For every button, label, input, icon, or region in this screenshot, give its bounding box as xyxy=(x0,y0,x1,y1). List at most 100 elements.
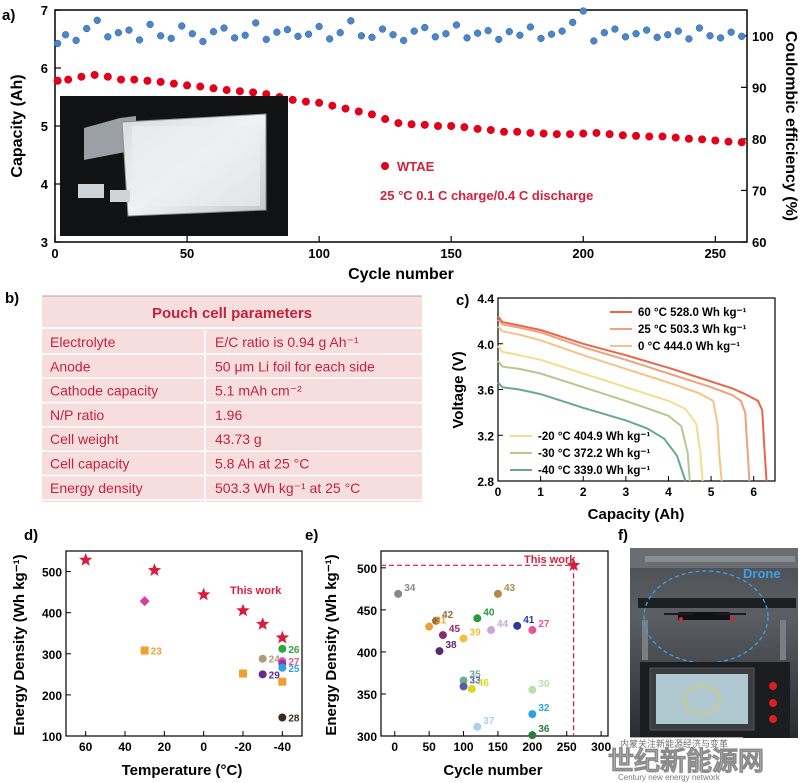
y-tick-label: 500 xyxy=(42,566,62,580)
ce-point xyxy=(642,26,651,34)
panel-d-frame xyxy=(65,550,303,737)
y-tick-label: 3.6 xyxy=(477,384,494,398)
capacity-point xyxy=(53,76,62,85)
literature-point xyxy=(258,654,267,663)
panel-letter-e: e) xyxy=(305,527,318,544)
this-work-star xyxy=(197,587,211,601)
capacity-point xyxy=(539,129,548,138)
ce-point xyxy=(294,32,302,40)
literature-point xyxy=(140,646,149,655)
capacity-point xyxy=(433,122,442,130)
ce-point xyxy=(230,34,239,42)
capacity-point xyxy=(513,127,522,136)
ce-point xyxy=(558,27,566,35)
reference-label: 35 xyxy=(470,670,482,681)
ce-point xyxy=(611,25,619,33)
legend-label-wtae: WTAE xyxy=(397,159,435,174)
panel-letter-c: c) xyxy=(456,292,469,309)
capacity-point xyxy=(130,75,139,84)
x-tick-label: 200 xyxy=(572,246,594,261)
y-tick-label: 400 xyxy=(42,607,62,621)
ce-point xyxy=(484,26,492,35)
x-tick-label: 150 xyxy=(488,740,508,754)
reference-label: 41 xyxy=(523,615,535,626)
this-work-star xyxy=(79,553,93,566)
ce-point xyxy=(632,30,640,38)
capacity-point xyxy=(103,72,112,81)
panel-c-ylabel: Voltage (V) xyxy=(450,351,467,428)
legend-label: 25 °C 503.3 Wh kg⁻¹ xyxy=(638,324,747,336)
reference-label: 39 xyxy=(470,627,482,638)
ce-point xyxy=(600,29,609,37)
ce-point xyxy=(61,31,70,39)
panel-e-xlabel: Cycle number xyxy=(443,762,542,779)
table-param-value: 5.1 mAh cm⁻² xyxy=(215,383,302,399)
y-tick-label-left: 3 xyxy=(41,235,48,250)
ce-point xyxy=(104,33,112,41)
x-tick-label: 4 xyxy=(665,485,672,499)
ce-point xyxy=(378,25,387,33)
y-tick-label: 300 xyxy=(357,730,377,744)
x-tick-label: 50 xyxy=(180,246,194,261)
literature-point xyxy=(278,713,287,722)
panel-a-right-ticks: 60 70 80 90 100 xyxy=(741,29,774,250)
capacity-point xyxy=(526,128,535,137)
capacity-point xyxy=(671,133,680,142)
panel-e-ticks: 300 350 400 450 500 0 50 100 150 200 250 300 xyxy=(357,562,611,754)
legend-label: 60 °C 528.0 Wh kg⁻¹ xyxy=(638,307,747,319)
legend-label: -40 °C 339.0 Wh kg⁻¹ xyxy=(538,465,650,477)
panel-a-ce-series xyxy=(53,7,746,48)
ce-point xyxy=(695,24,704,32)
y-tick-label-left: 5 xyxy=(41,119,48,134)
literature-point xyxy=(459,676,468,685)
ce-point xyxy=(590,37,598,45)
ce-point xyxy=(53,39,62,48)
x-tick-label: 5 xyxy=(708,485,715,499)
ce-point xyxy=(685,35,693,43)
capacity-point xyxy=(460,123,469,132)
x-tick-label: 40 xyxy=(118,740,132,754)
ce-point xyxy=(674,27,682,35)
literature-point xyxy=(528,626,537,635)
capacity-point xyxy=(552,130,561,139)
ce-point xyxy=(653,33,661,41)
ce-point xyxy=(273,28,281,36)
y-tick-label-right: 100 xyxy=(752,29,774,44)
literature-point xyxy=(528,731,537,740)
capacity-point xyxy=(711,136,720,145)
ce-point xyxy=(252,19,260,27)
voltage-curve xyxy=(497,325,723,482)
ce-point xyxy=(716,34,725,42)
table-param-label: Anode xyxy=(50,358,91,374)
voltage-curve xyxy=(497,345,704,482)
panel-letter-f: f) xyxy=(618,527,628,544)
ce-point xyxy=(516,31,524,39)
capacity-point xyxy=(249,88,258,97)
ce-point xyxy=(579,7,587,15)
y-tick-label-left: 7 xyxy=(41,3,48,18)
capacity-point xyxy=(143,76,152,85)
y-tick-label-right: 70 xyxy=(752,183,766,198)
reference-label: 28 xyxy=(288,714,300,725)
literature-point xyxy=(278,644,287,653)
x-tick-label: 60 xyxy=(79,740,93,754)
table-param-value: 1.96 xyxy=(215,407,242,423)
watermark: 内蒙关注新能源经济与变革 世纪新能源网 Century new energy n… xyxy=(608,737,764,782)
ce-point xyxy=(410,27,418,35)
ce-point xyxy=(537,34,545,43)
reference-label: 40 xyxy=(483,607,495,618)
literature-point xyxy=(459,634,468,643)
panel-a-xlabel: Cycle number xyxy=(348,266,454,283)
literature-point xyxy=(239,669,247,678)
panel-a-x-ticks: 0 50 100 150 200 250 xyxy=(51,236,726,261)
table-param-label: Energy density xyxy=(50,480,143,496)
ce-point xyxy=(83,24,91,33)
x-tick-label: 300 xyxy=(591,740,611,754)
capacity-point xyxy=(117,75,126,84)
watermark-small: 内蒙关注新能源经济与变革 xyxy=(620,738,728,749)
panel-c-ticks: 2.8 3.2 3.6 4.0 4.4 0 1 2 3 4 5 6 xyxy=(477,292,757,499)
literature-point xyxy=(278,663,287,672)
literature-point xyxy=(473,614,482,623)
